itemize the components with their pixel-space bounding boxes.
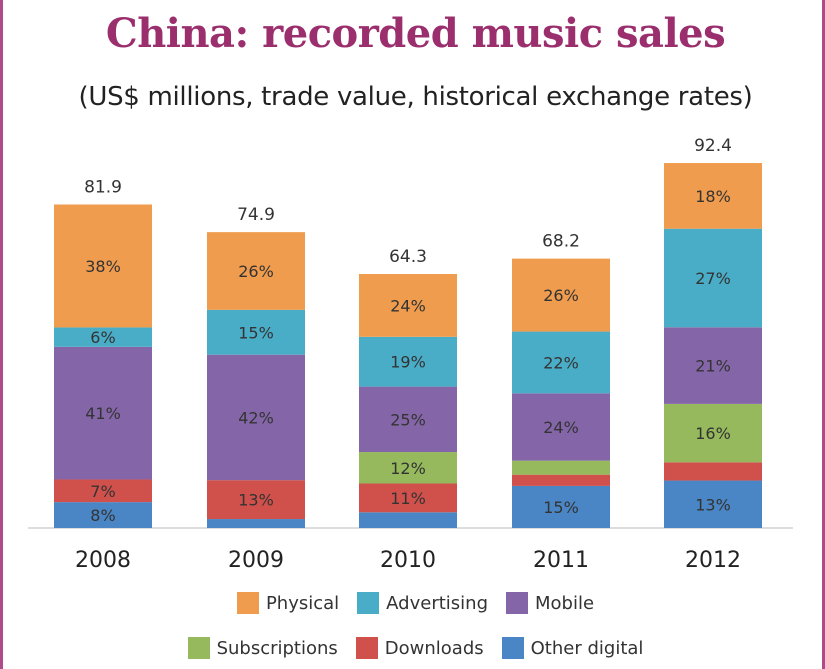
segment-label: 26%: [543, 286, 579, 305]
segment-label: 6%: [90, 328, 115, 347]
legend-item-physical: Physical: [236, 592, 340, 614]
bar-segment-downloads-2010: [359, 483, 457, 513]
segment-label: 8%: [90, 506, 115, 525]
legend-swatch: [236, 592, 259, 614]
bar-segment-downloads-2012: [664, 462, 762, 481]
bar-segment-other-digital-2012: [664, 480, 762, 528]
x-tick-label: 2011: [533, 548, 589, 573]
bar-segment-physical-2009: [207, 232, 305, 310]
bar-segment-mobile-2012: [664, 327, 762, 404]
segment-label: 24%: [543, 418, 579, 437]
segment-label: 13%: [695, 495, 731, 514]
bar-segment-physical-2008: [54, 204, 152, 328]
legend-swatch: [187, 637, 210, 659]
legend-item-other-digital: Other digital: [501, 637, 644, 659]
segment-label: 12%: [390, 459, 426, 478]
bar-segment-downloads-2009: [207, 480, 305, 520]
bar-segment-advertising-2008: [54, 327, 152, 347]
legend-label: Downloads: [384, 637, 484, 659]
segment-label: 22%: [543, 353, 579, 372]
bar-total-label: 68.2: [542, 232, 580, 252]
chart-title: China: recorded music sales: [105, 10, 726, 57]
legend-row-top: Physical Advertising Mobile: [3, 592, 825, 614]
chart-subtitle: (US$ millions, trade value, historical e…: [78, 82, 753, 112]
segment-label: 13%: [238, 491, 274, 510]
segment-label: 38%: [85, 257, 121, 276]
segment-label: 15%: [238, 323, 274, 342]
bar-segment-subscriptions-2012: [664, 403, 762, 463]
bar-segment-mobile-2011: [512, 393, 610, 461]
bar-segment-subscriptions-2010: [359, 452, 457, 484]
bar-segment-advertising-2011: [512, 331, 610, 394]
segment-label: 42%: [238, 408, 274, 427]
legend-swatch: [355, 637, 378, 659]
segment-label: 19%: [390, 353, 426, 372]
bar-segment-other-digital-2009: [207, 519, 305, 528]
legend-item-downloads: Downloads: [355, 637, 484, 659]
bar-segment-physical-2010: [359, 274, 457, 337]
x-tick-label: 2010: [380, 548, 436, 573]
bar-segment-downloads-2011: [512, 474, 610, 486]
bar-segment-other-digital-2008: [54, 502, 152, 528]
bar-total-label: 74.9: [237, 205, 275, 225]
legend-row-bottom: Subscriptions Downloads Other digital: [3, 637, 825, 659]
legend-item-advertising: Advertising: [357, 592, 488, 614]
segment-label: 27%: [695, 269, 731, 288]
legend-item-subscriptions: Subscriptions: [187, 637, 338, 659]
bar-segment-other-digital-2010: [359, 512, 457, 528]
segment-label: 7%: [90, 482, 115, 501]
segment-label: 25%: [390, 410, 426, 429]
bar-segment-physical-2011: [512, 258, 610, 332]
bar-segment-advertising-2010: [359, 336, 457, 387]
bar-total-label: 64.3: [389, 247, 427, 267]
x-tick-label: 2012: [685, 548, 741, 573]
segment-label: 18%: [695, 187, 731, 206]
legend-item-mobile: Mobile: [506, 592, 594, 614]
segment-label: 11%: [390, 489, 426, 508]
segment-label: 41%: [85, 404, 121, 423]
legend-label: Subscriptions: [216, 637, 338, 659]
bar-segment-mobile-2010: [359, 386, 457, 453]
bar-segment-advertising-2012: [664, 228, 762, 328]
legend-label: Advertising: [386, 592, 488, 614]
stacked-bar-chart: 8% 7% 41% 6% 38% 81.9 2008 13% 42% 15% 26% 74.9 2009…: [28, 136, 793, 573]
legend-swatch: [506, 592, 528, 614]
legend-label: Physical: [265, 592, 340, 614]
bar-segment-subscriptions-2011: [512, 460, 610, 475]
bar-segment-mobile-2008: [54, 346, 152, 480]
legend-swatch: [357, 592, 380, 614]
bar-total-label: 81.9: [84, 177, 122, 197]
bar-segment-physical-2012: [664, 163, 762, 229]
bar-segment-other-digital-2011: [512, 485, 610, 528]
legend-label: Mobile: [535, 592, 595, 614]
segment-label: 26%: [238, 262, 274, 281]
segment-label: 21%: [695, 357, 731, 376]
segment-label: 16%: [695, 424, 731, 443]
bar-segment-mobile-2009: [207, 354, 305, 481]
x-tick-label: 2008: [75, 548, 131, 573]
bar-total-label: 92.4: [694, 136, 732, 156]
legend-swatch: [501, 637, 524, 659]
x-tick-label: 2009: [228, 548, 284, 573]
legend-label: Other digital: [530, 637, 644, 659]
segment-label: 24%: [390, 296, 426, 315]
segment-label: 15%: [543, 498, 579, 517]
bar-segment-advertising-2009: [207, 309, 305, 355]
bar-segment-downloads-2008: [54, 479, 152, 503]
